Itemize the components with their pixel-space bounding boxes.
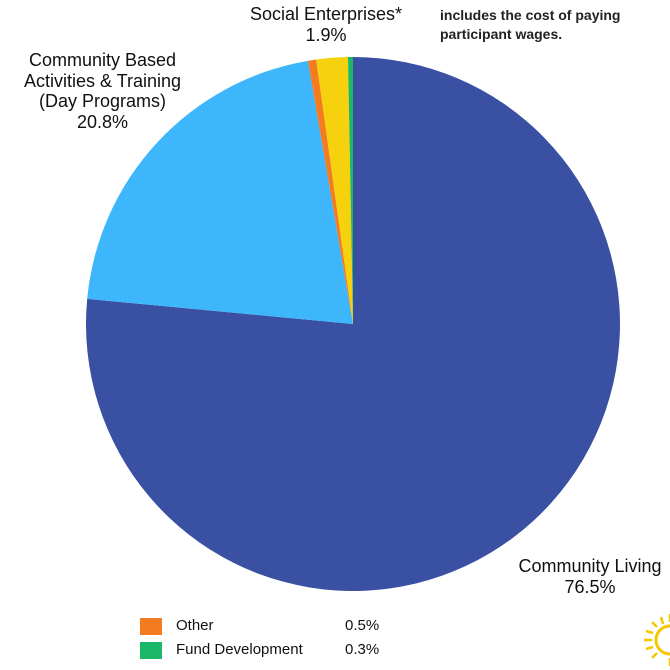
label-community-based-line-3: (Day Programs) [38,91,167,112]
label-community-living-pct: 76.5% [564,576,616,597]
label-community-based: Community Based Activities & Training (D… [0,50,205,133]
legend-swatch-fund-development [140,642,162,659]
label-community-living-name: Community Living [518,556,662,576]
legend-swatch-other [140,618,162,635]
footnote: includes the cost of paying participant … [440,6,620,44]
label-community-living: Community Living 76.5% [500,556,670,597]
label-community-based-line-1: Community Based [28,50,177,70]
pie-slice-community-based-activities-training-day-programs [87,60,354,325]
label-social-enterprises-pct: 1.9% [305,24,347,45]
label-community-based-pct: 20.8% [76,112,129,133]
label-social-enterprises-name: Social Enterprises* [249,4,403,24]
legend-label-other: Other [176,617,214,634]
label-community-based-line-2: Activities & Training [23,70,182,91]
footnote-line-1: includes the cost of paying [440,7,621,23]
legend-label-fund-development: Fund Development [176,641,303,658]
legend-value-fund-development: 0.3% [345,641,380,658]
pie-slice-social-enterprises [316,57,353,325]
footnote-line-2: participant wages. [440,25,563,42]
pie-slice-other [307,59,353,324]
label-social-enterprises: Social Enterprises* 1.9% [226,4,426,45]
sun-logo-fragment [644,614,670,666]
legend-value-other: 0.5% [345,617,380,634]
pie-slice-fund-development [347,57,353,324]
